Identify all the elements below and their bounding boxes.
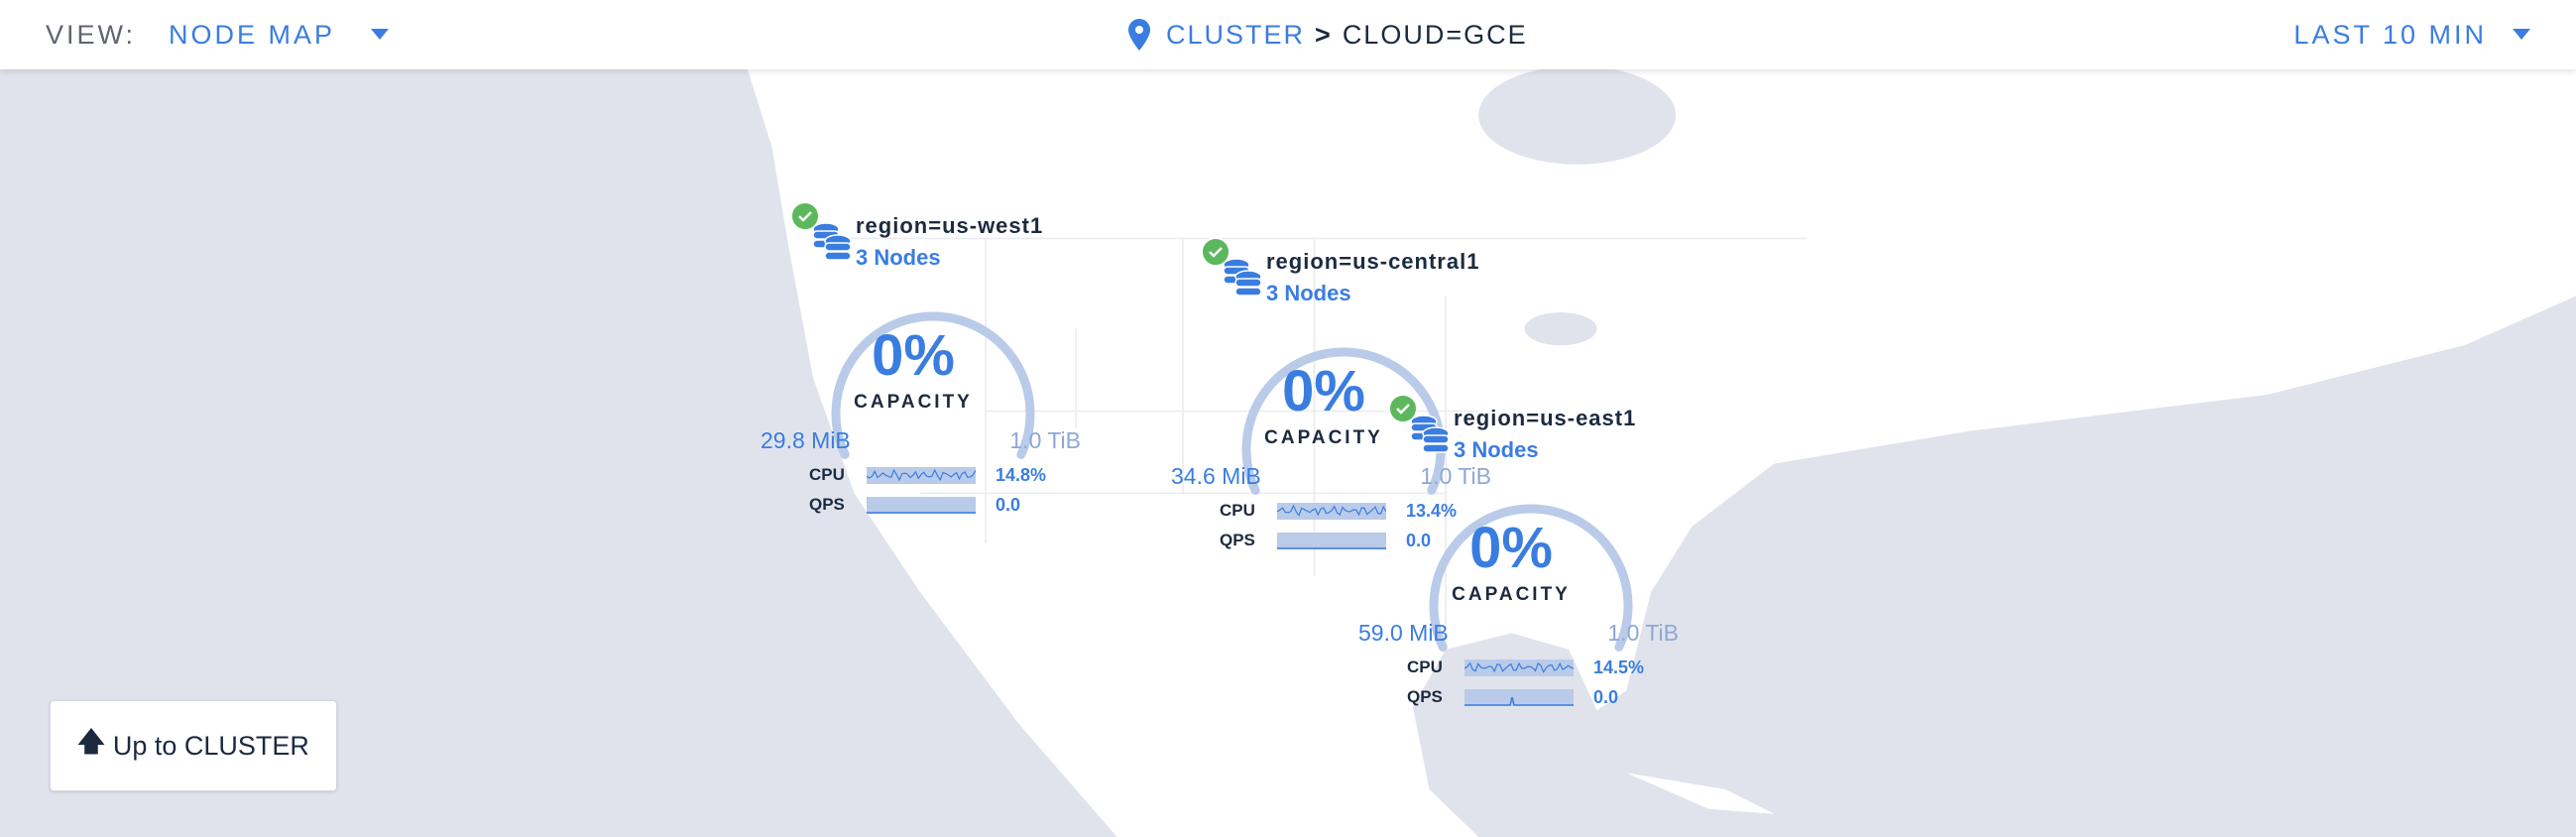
capacity-percent: 0%: [1282, 359, 1365, 423]
cpu-sparkline: [1464, 659, 1574, 676]
region-node-count[interactable]: 3 Nodes: [856, 245, 941, 270]
used-capacity: 34.6 MiB: [1171, 463, 1261, 489]
region-name[interactable]: region=us-west1: [856, 213, 1044, 238]
cpu-value: 13.4%: [1406, 501, 1458, 521]
region-node-count[interactable]: 3 Nodes: [1454, 437, 1539, 462]
status-ok-icon: [1388, 394, 1418, 423]
region-node-count[interactable]: 3 Nodes: [1266, 281, 1351, 305]
database-icon: [1223, 258, 1262, 297]
capacity-percent: 0%: [1469, 516, 1553, 580]
qps-label: QPS: [1220, 531, 1255, 549]
cpu-value: 14.8%: [995, 465, 1047, 485]
cpu-value: 14.5%: [1593, 658, 1645, 677]
cpu-label: CPU: [1407, 658, 1443, 676]
region-2[interactable]: region=us-east1 3 Nodes 0% CAPACITY 59.0…: [1358, 394, 1686, 751]
capacity-label: CAPACITY: [1264, 427, 1383, 448]
capacity-percent: 0%: [872, 323, 955, 388]
map-pin-icon: [1128, 19, 1150, 51]
cuba: [1626, 773, 1775, 814]
total-capacity: 1.0 TiB: [1607, 620, 1679, 646]
time-chevron-down-icon[interactable]: [2513, 29, 2530, 40]
capacity-gauge: [831, 311, 1035, 459]
region-name[interactable]: region=us-central1: [1266, 249, 1480, 274]
qps-sparkline: [1277, 533, 1386, 549]
total-capacity: 1.0 TiB: [1420, 463, 1491, 489]
great-lakes: [1524, 312, 1597, 346]
database-icon: [812, 222, 852, 261]
breadcrumb: CLUSTER > CLOUD=GCE: [1128, 17, 1528, 53]
qps-value: 0.0: [995, 495, 1021, 515]
cpu-label: CPU: [1220, 501, 1255, 520]
capacity-label: CAPACITY: [1452, 584, 1571, 605]
used-capacity: 29.8 MiB: [761, 427, 851, 453]
database-icon: [1410, 415, 1450, 453]
qps-sparkline: [867, 497, 976, 514]
breadcrumb-cluster-link[interactable]: CLUSTER: [1166, 19, 1306, 50]
view-dropdown[interactable]: NODE MAP: [169, 20, 336, 50]
time-range-dropdown[interactable]: LAST 10 MIN: [2293, 20, 2487, 50]
capacity-label: CAPACITY: [854, 392, 973, 413]
state-borders: [821, 237, 1808, 626]
view-chevron-down-icon[interactable]: [371, 29, 389, 40]
capacity-gauge: [1429, 504, 1633, 652]
qps-sparkline: [1464, 689, 1574, 706]
qps-label: QPS: [809, 495, 845, 514]
qps-label: QPS: [1407, 687, 1443, 706]
up-to-cluster-button[interactable]: 🡅 Up to CLUSTER: [50, 700, 337, 791]
qps-value: 0.0: [1593, 687, 1619, 707]
region-name[interactable]: region=us-east1: [1454, 406, 1637, 430]
top-bar: VIEW: NODE MAP CLUSTER > CLOUD=GCE LAST …: [0, 0, 2576, 69]
arrow-up-icon: 🡅: [77, 727, 105, 757]
region-1[interactable]: region=us-central1 3 Nodes 0% CAPACITY 3…: [1171, 237, 1498, 594]
cpu-sparkline: [867, 467, 976, 484]
region-0[interactable]: region=us-west1 3 Nodes 0% CAPACITY 29.8…: [761, 201, 1088, 558]
cpu-sparkline: [1277, 503, 1386, 520]
breadcrumb-current: CLOUD=GCE: [1342, 19, 1528, 50]
cpu-label: CPU: [809, 465, 845, 484]
breadcrumb-separator: >: [1315, 19, 1333, 50]
hudson-bay: [1478, 65, 1677, 165]
used-capacity: 59.0 MiB: [1358, 620, 1449, 646]
total-capacity: 1.0 TiB: [1009, 427, 1081, 453]
qps-value: 0.0: [1406, 531, 1432, 550]
view-label: VIEW:: [46, 20, 137, 50]
up-button-label: Up to CLUSTER: [112, 730, 309, 761]
